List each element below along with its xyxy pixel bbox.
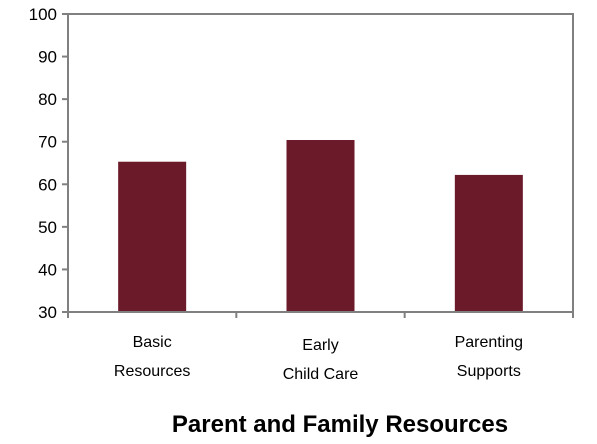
- bar: [455, 175, 523, 312]
- bars: [118, 140, 523, 312]
- x-tick-label: Resources: [114, 363, 190, 380]
- y-tick-label: 100: [29, 5, 57, 24]
- y-tick-label: 60: [38, 175, 57, 194]
- y-tick-label: 80: [38, 90, 57, 109]
- x-tick-label: Basic: [133, 334, 172, 351]
- x-tick-label: Parenting: [455, 334, 524, 351]
- bar: [287, 140, 355, 312]
- y-tick-label: 50: [38, 218, 57, 237]
- y-axis: 30 40 50 60 70 80 90 100: [29, 5, 68, 322]
- x-tick-label: Early: [302, 337, 338, 354]
- y-tick-label: 40: [38, 260, 57, 279]
- x-tick-label: Child Care: [283, 366, 359, 383]
- y-tick-label: 90: [38, 48, 57, 67]
- x-tick-label: Supports: [457, 363, 521, 380]
- y-tick-label: 70: [38, 133, 57, 152]
- bar: [118, 162, 186, 312]
- chart-title: Parent and Family Resources: [172, 411, 508, 438]
- y-tick-label: 30: [38, 303, 57, 322]
- x-axis: Basic Resources Early Child Care Parenting Su…: [68, 312, 573, 383]
